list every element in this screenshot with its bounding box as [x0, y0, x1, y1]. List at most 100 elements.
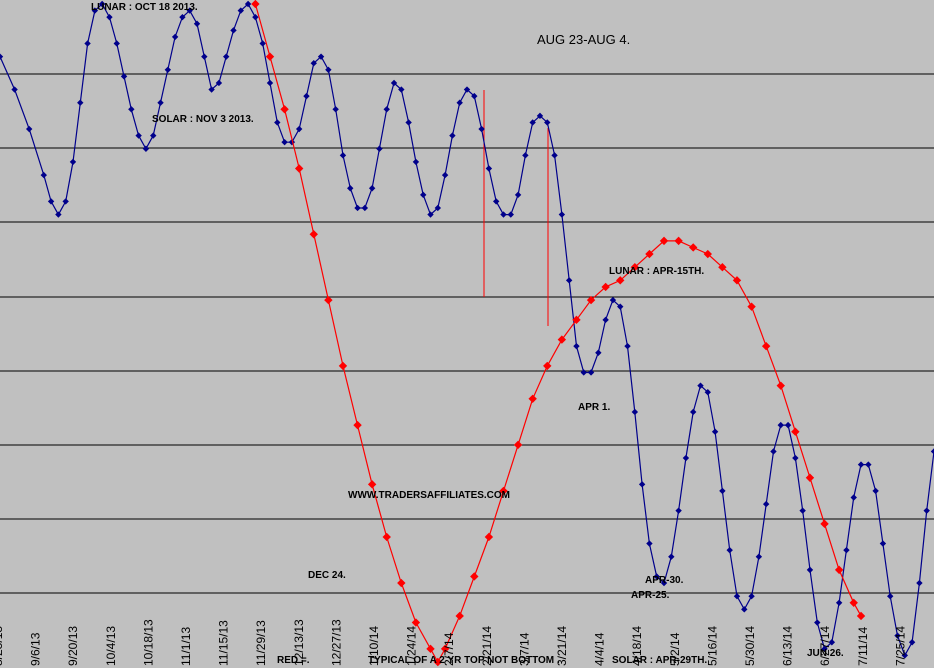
- x-tick-label: 10/4/13: [104, 626, 118, 666]
- annotation-apr25: APR-25.: [631, 590, 670, 601]
- point-lunar-82: [617, 303, 624, 310]
- point-lunar-57: [434, 204, 442, 212]
- x-tick-label: 4/18/14: [630, 626, 644, 666]
- annotation-apr30: APR-30.: [645, 575, 684, 586]
- point-lunar-25: [201, 53, 208, 60]
- point-lunar-81: [609, 296, 617, 304]
- point-solar-12: [426, 644, 435, 654]
- point-lunar-115: [857, 461, 865, 468]
- point-lunar-66: [500, 211, 507, 218]
- point-lunar-56: [427, 211, 434, 218]
- point-lunar-43: [332, 106, 339, 113]
- point-lunar-104: [777, 421, 784, 429]
- point-lunar-113: [843, 546, 850, 554]
- point-lunar-3: [40, 171, 47, 179]
- point-solar-39: [805, 473, 815, 482]
- point-lunar-60: [456, 99, 463, 106]
- point-lunar-14: [120, 73, 128, 80]
- point-lunar-1: [11, 86, 18, 93]
- point-lunar-84: [631, 408, 639, 416]
- point-solar-8: [367, 480, 377, 489]
- point-lunar-16: [135, 132, 142, 139]
- point-lunar-23: [186, 7, 193, 14]
- series-solar: [251, 0, 866, 667]
- point-solar-24: [586, 295, 596, 305]
- point-lunar-46: [354, 204, 361, 212]
- annotation-lunar-apr15: LUNAR : APR-15TH.: [609, 266, 704, 277]
- point-lunar-55: [420, 191, 427, 199]
- point-lunar-111: [828, 639, 836, 646]
- point-lunar-65: [492, 198, 500, 205]
- point-solar-21: [543, 361, 552, 371]
- point-solar-0: [251, 0, 260, 9]
- point-lunar-35: [274, 119, 281, 126]
- point-lunar-79: [595, 349, 602, 356]
- point-lunar-93: [697, 382, 704, 389]
- point-lunar-54: [412, 158, 420, 166]
- x-tick-label: 5/16/14: [705, 626, 719, 666]
- x-tick-label: 9/6/13: [29, 632, 43, 666]
- point-solar-35: [747, 302, 756, 311]
- x-tick-label: 7/11/14: [856, 627, 870, 666]
- point-lunar-99: [741, 606, 748, 613]
- point-solar-43: [856, 611, 866, 621]
- point-lunar-34: [266, 79, 274, 87]
- point-lunar-75: [565, 277, 573, 284]
- x-tick-label: 11/15/13: [217, 620, 231, 666]
- point-lunar-69: [522, 152, 529, 159]
- point-lunar-24: [193, 20, 201, 27]
- point-lunar-38: [295, 125, 303, 133]
- point-solar-38: [791, 427, 800, 436]
- annotation-solar-apr29: SOLAR : APR-29TH.: [612, 655, 707, 666]
- x-tick-label: 11/29/13: [254, 620, 268, 666]
- point-solar-34: [732, 276, 742, 285]
- point-lunar-20: [164, 66, 172, 73]
- point-lunar-83: [624, 342, 631, 350]
- point-lunar-86: [646, 540, 653, 547]
- point-solar-10: [397, 578, 406, 588]
- point-lunar-103: [770, 448, 777, 455]
- point-lunar-80: [602, 316, 609, 324]
- x-tick-label: 9/20/13: [66, 626, 80, 666]
- point-solar-22: [557, 335, 567, 344]
- point-lunar-33: [259, 40, 266, 47]
- point-solar-19: [513, 440, 523, 450]
- point-lunar-15: [128, 106, 135, 113]
- x-tick-label: 12/13/13: [292, 619, 306, 666]
- point-lunar-67: [507, 211, 514, 218]
- point-solar-18: [499, 486, 508, 496]
- point-lunar-44: [339, 152, 347, 159]
- point-lunar-45: [347, 185, 354, 192]
- point-lunar-61: [463, 86, 471, 93]
- annotation-typical: TYPICAL OF A 2 YR TOP NOT BOTTOM .: [368, 655, 560, 666]
- point-solar-14: [440, 644, 450, 654]
- x-tick-label: 2/7/14: [442, 632, 456, 666]
- point-solar-26: [616, 276, 625, 285]
- point-solar-9: [382, 532, 391, 542]
- point-lunar-7: [69, 158, 77, 166]
- x-tick-label: 2/21/14: [480, 626, 494, 666]
- point-lunar-40: [310, 60, 317, 67]
- point-lunar-97: [726, 546, 733, 554]
- point-lunar-116: [865, 461, 872, 468]
- point-lunar-4: [47, 198, 55, 205]
- point-lunar-13: [113, 40, 120, 47]
- point-lunar-28: [223, 53, 230, 60]
- point-solar-36: [761, 341, 771, 351]
- x-tick-label: 3/7/14: [517, 632, 531, 666]
- point-solar-29: [659, 236, 669, 246]
- point-solar-16: [470, 572, 479, 581]
- point-lunar-49: [376, 145, 383, 152]
- point-solar-32: [703, 249, 712, 259]
- point-solar-31: [689, 243, 698, 252]
- annotation-red: RED =.: [277, 655, 310, 666]
- annotation-apr1: APR 1.: [578, 402, 610, 413]
- point-lunar-36: [281, 138, 288, 146]
- point-lunar-9: [84, 40, 91, 47]
- point-lunar-47: [361, 204, 369, 212]
- point-lunar-51: [390, 79, 398, 87]
- point-lunar-31: [244, 0, 252, 8]
- point-lunar-41: [317, 53, 325, 60]
- point-lunar-22: [179, 13, 186, 21]
